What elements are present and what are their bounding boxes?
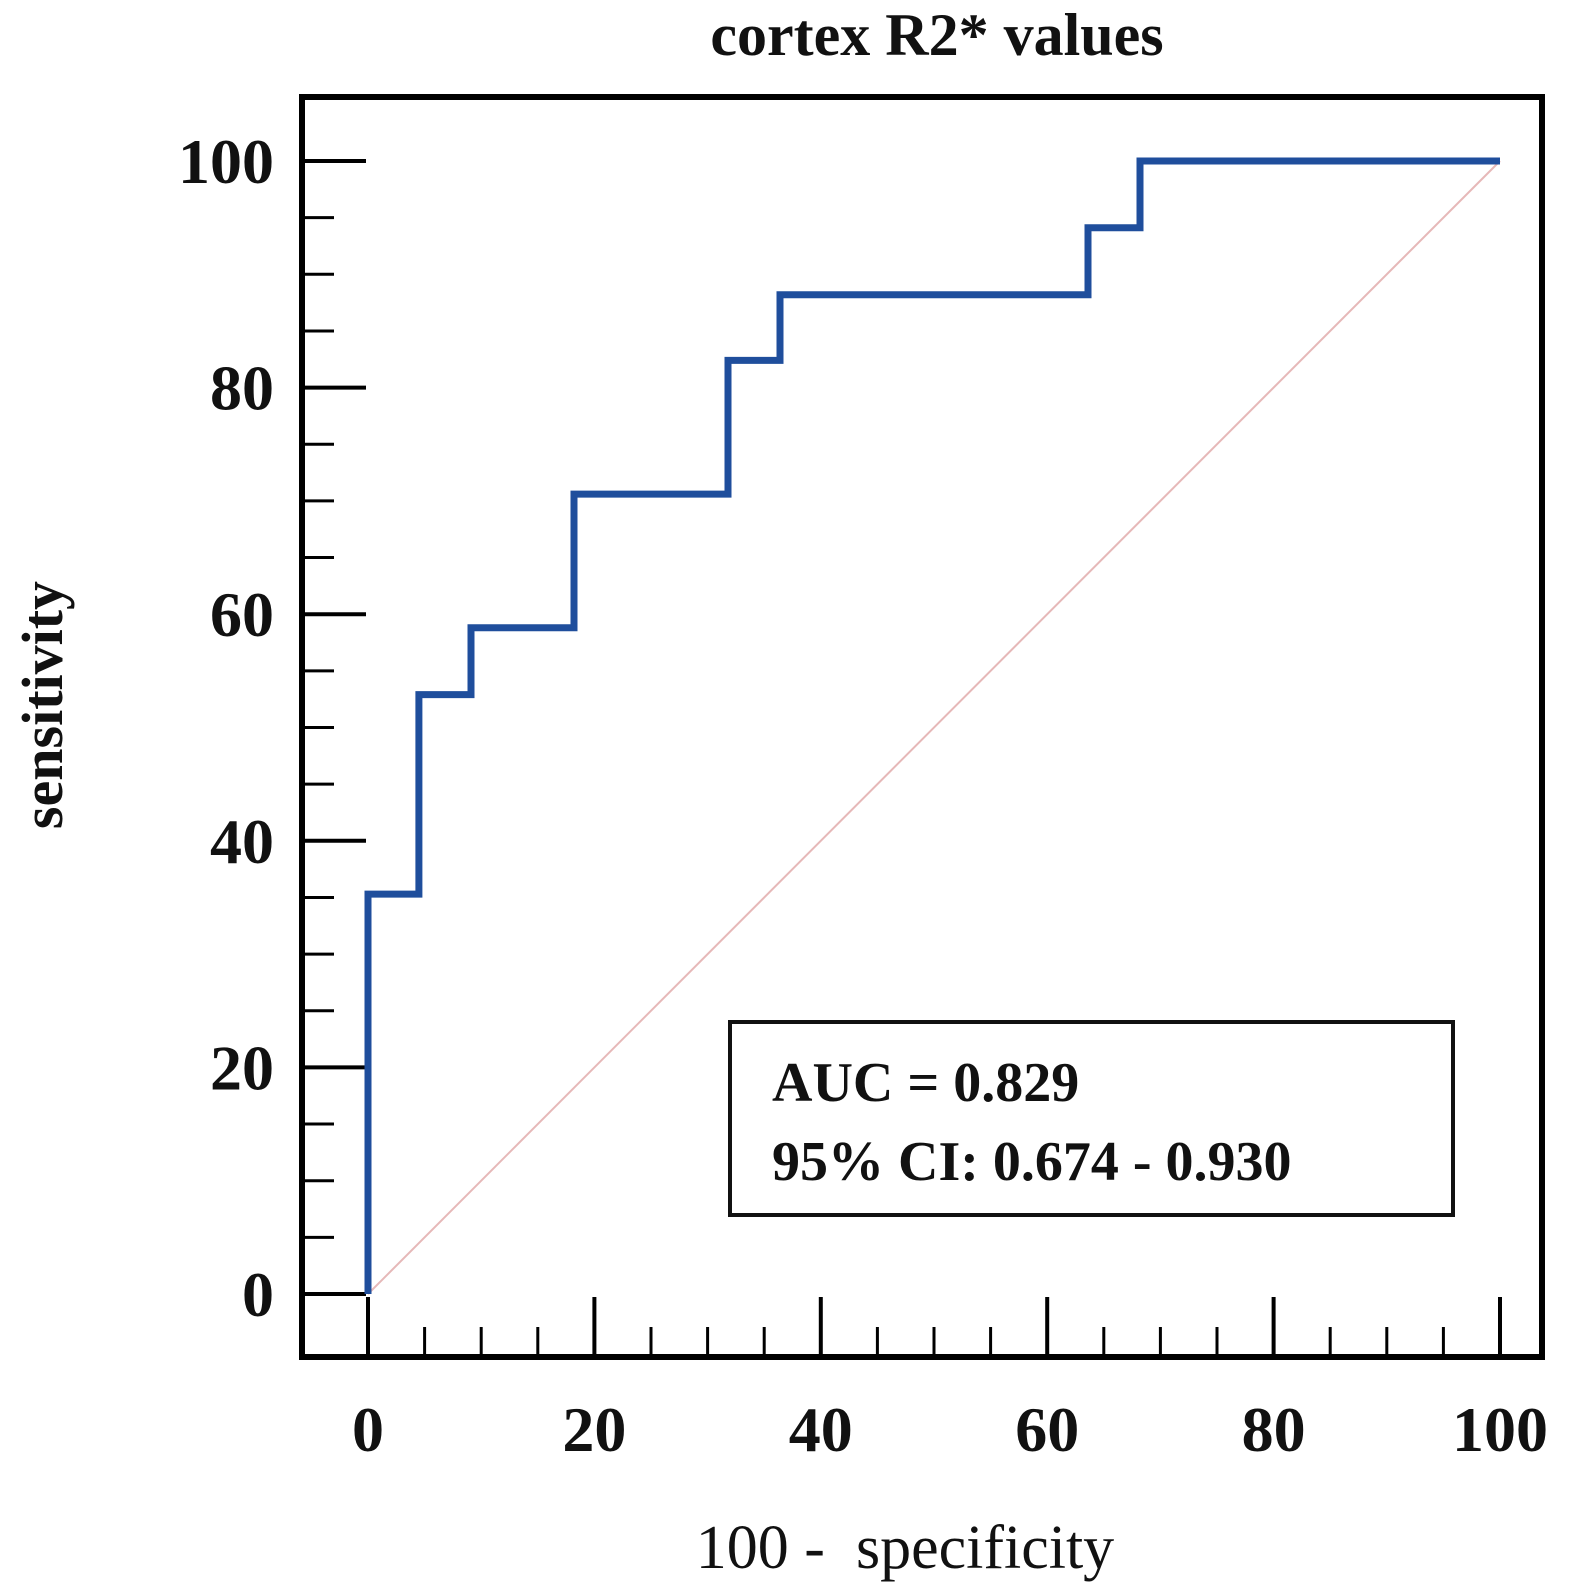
x-tick-label-20: 20: [562, 1394, 626, 1465]
y-tick-label-40: 40: [210, 806, 274, 877]
y-axis-label: sensitivity: [10, 581, 75, 829]
y-tick-label-20: 20: [210, 1032, 274, 1103]
axis-ticks: [302, 159, 1502, 1357]
x-tick-label-100: 100: [1452, 1394, 1548, 1465]
x-tick-label-60: 60: [1015, 1394, 1079, 1465]
x-tick-label-0: 0: [352, 1394, 384, 1465]
auc-text: AUC = 0.829: [772, 1052, 1079, 1114]
ci-text: 95% CI: 0.674 - 0.930: [772, 1131, 1292, 1193]
x-tick-label-80: 80: [1242, 1394, 1306, 1465]
auc-annotation-box: [728, 1020, 1455, 1217]
series-layer: [364, 157, 1501, 1295]
axis-tick-labels: 0 20 40 60 80 100 0 20 40 60 80 100: [178, 126, 1548, 1465]
y-tick-label-60: 60: [210, 579, 274, 650]
x-tick-label-40: 40: [789, 1394, 853, 1465]
x-axis-label: 100 - specificity: [696, 1514, 1114, 1582]
auc-annotation: AUC = 0.829 95% CI: 0.674 - 0.930: [728, 1020, 1455, 1217]
chart-title: cortex R2* values: [710, 2, 1163, 68]
roc-curve-line: [364, 157, 1500, 1294]
y-tick-label-0: 0: [242, 1259, 274, 1330]
y-tick-label-80: 80: [210, 353, 274, 424]
reference-diagonal-line: [367, 160, 1501, 1295]
y-tick-label-100: 100: [178, 126, 274, 197]
